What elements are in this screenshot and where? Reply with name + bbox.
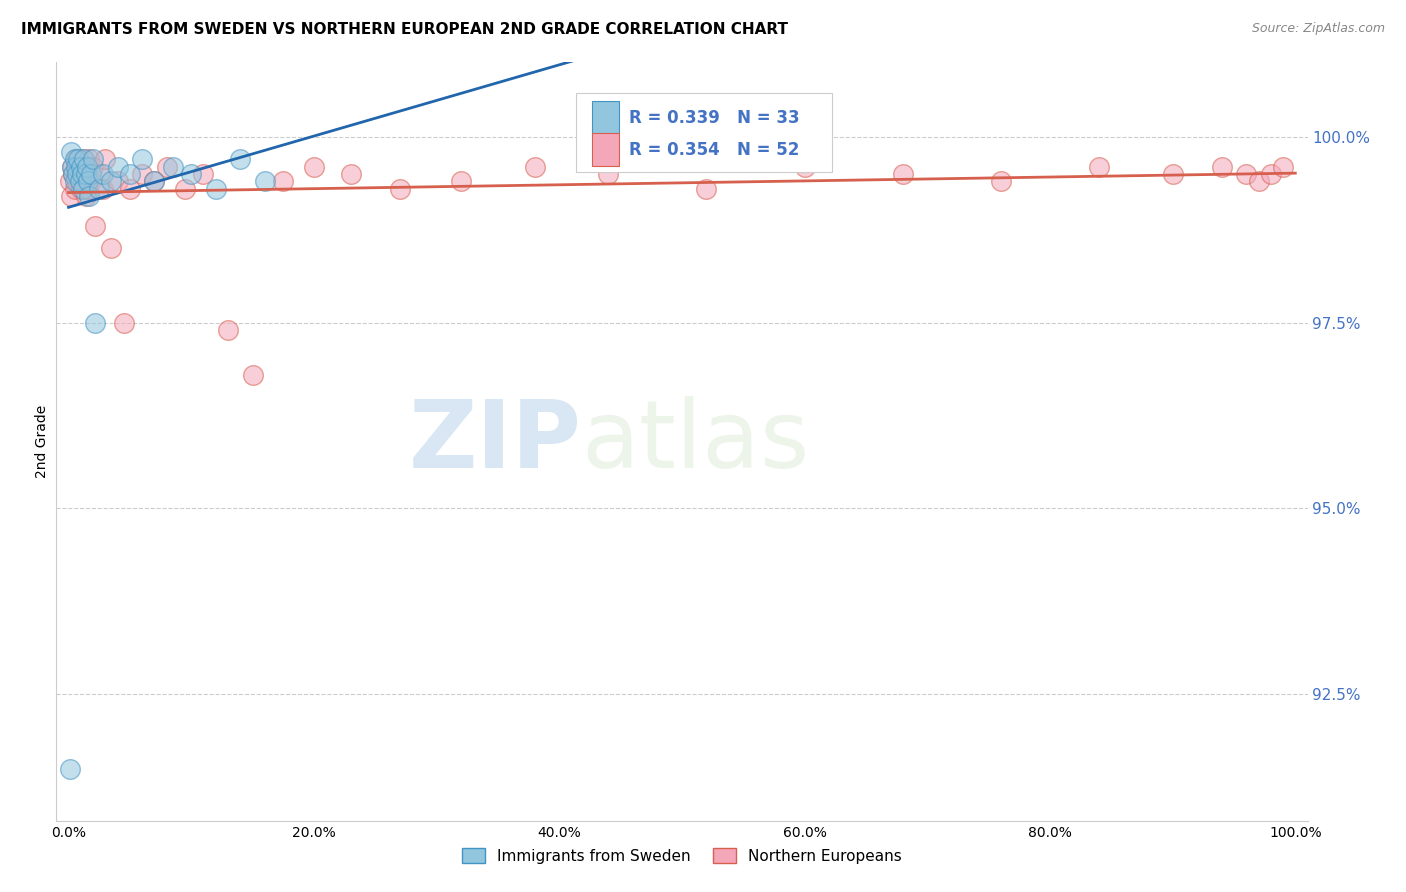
Point: [72, 182, 94, 196]
Point: [70, 167, 93, 181]
Point: [990, 174, 1012, 188]
Text: atlas: atlas: [582, 395, 810, 488]
Point: [65, 152, 87, 166]
Legend: Immigrants from Sweden, Northern Europeans: Immigrants from Sweden, Northern Europea…: [456, 842, 908, 870]
Point: [63, 182, 86, 196]
FancyBboxPatch shape: [592, 133, 620, 166]
Point: [100, 174, 122, 188]
Point: [598, 167, 620, 181]
Point: [82, 160, 104, 174]
Point: [339, 167, 361, 181]
Point: [91, 167, 114, 181]
Point: [59, 145, 82, 159]
Point: [66, 167, 89, 181]
Point: [79, 189, 101, 203]
Point: [112, 316, 135, 330]
Point: [162, 160, 184, 174]
Point: [89, 182, 111, 196]
Text: Source: ZipAtlas.com: Source: ZipAtlas.com: [1251, 22, 1385, 36]
Point: [523, 160, 546, 174]
Point: [89, 167, 111, 181]
Point: [107, 174, 129, 188]
FancyBboxPatch shape: [575, 93, 832, 172]
Point: [1260, 167, 1282, 181]
Point: [65, 160, 87, 174]
Point: [302, 160, 325, 174]
Text: R = 0.354   N = 52: R = 0.354 N = 52: [630, 141, 800, 159]
Point: [84, 316, 107, 330]
Point: [131, 152, 153, 166]
Point: [84, 219, 107, 233]
Point: [1211, 160, 1233, 174]
Point: [82, 152, 104, 166]
Point: [67, 152, 90, 166]
Point: [59, 762, 82, 776]
Point: [143, 174, 166, 188]
Point: [67, 160, 90, 174]
Point: [69, 160, 91, 174]
Point: [66, 174, 89, 188]
Point: [1247, 174, 1270, 188]
FancyBboxPatch shape: [592, 101, 620, 135]
Point: [271, 174, 294, 188]
Point: [72, 174, 94, 188]
Point: [59, 189, 82, 203]
Point: [77, 182, 100, 196]
Point: [63, 174, 86, 188]
Y-axis label: 2nd Grade: 2nd Grade: [35, 405, 49, 478]
Point: [69, 182, 91, 196]
Point: [79, 152, 101, 166]
Point: [174, 182, 197, 196]
Point: [1088, 160, 1111, 174]
Point: [242, 368, 264, 382]
Point: [253, 174, 276, 188]
Text: R = 0.339   N = 33: R = 0.339 N = 33: [630, 109, 800, 127]
Point: [131, 167, 153, 181]
Point: [193, 167, 215, 181]
Point: [180, 167, 202, 181]
Point: [60, 160, 83, 174]
Point: [1234, 167, 1257, 181]
Point: [73, 152, 96, 166]
Point: [63, 152, 86, 166]
Point: [69, 167, 91, 181]
Text: IMMIGRANTS FROM SWEDEN VS NORTHERN EUROPEAN 2ND GRADE CORRELATION CHART: IMMIGRANTS FROM SWEDEN VS NORTHERN EUROP…: [21, 22, 789, 37]
Point: [118, 167, 141, 181]
Point: [204, 182, 226, 196]
Point: [62, 167, 84, 181]
Point: [59, 174, 82, 188]
Point: [77, 174, 100, 188]
Point: [60, 160, 83, 174]
Point: [118, 182, 141, 196]
Point: [100, 241, 122, 255]
Point: [450, 174, 472, 188]
Point: [891, 167, 914, 181]
Point: [70, 152, 93, 166]
Point: [143, 174, 166, 188]
Point: [217, 323, 239, 337]
Point: [62, 167, 84, 181]
Point: [79, 174, 101, 188]
Point: [695, 182, 717, 196]
Point: [1272, 160, 1295, 174]
Text: ZIP: ZIP: [409, 395, 582, 488]
Point: [79, 167, 101, 181]
Point: [793, 160, 815, 174]
Point: [388, 182, 411, 196]
Point: [91, 182, 114, 196]
Point: [156, 160, 179, 174]
Point: [76, 160, 98, 174]
Point: [73, 160, 96, 174]
Point: [107, 160, 129, 174]
Point: [76, 167, 98, 181]
Point: [75, 167, 97, 181]
Point: [229, 152, 252, 166]
Point: [69, 174, 91, 188]
Point: [1161, 167, 1184, 181]
Point: [94, 152, 117, 166]
Point: [75, 189, 97, 203]
